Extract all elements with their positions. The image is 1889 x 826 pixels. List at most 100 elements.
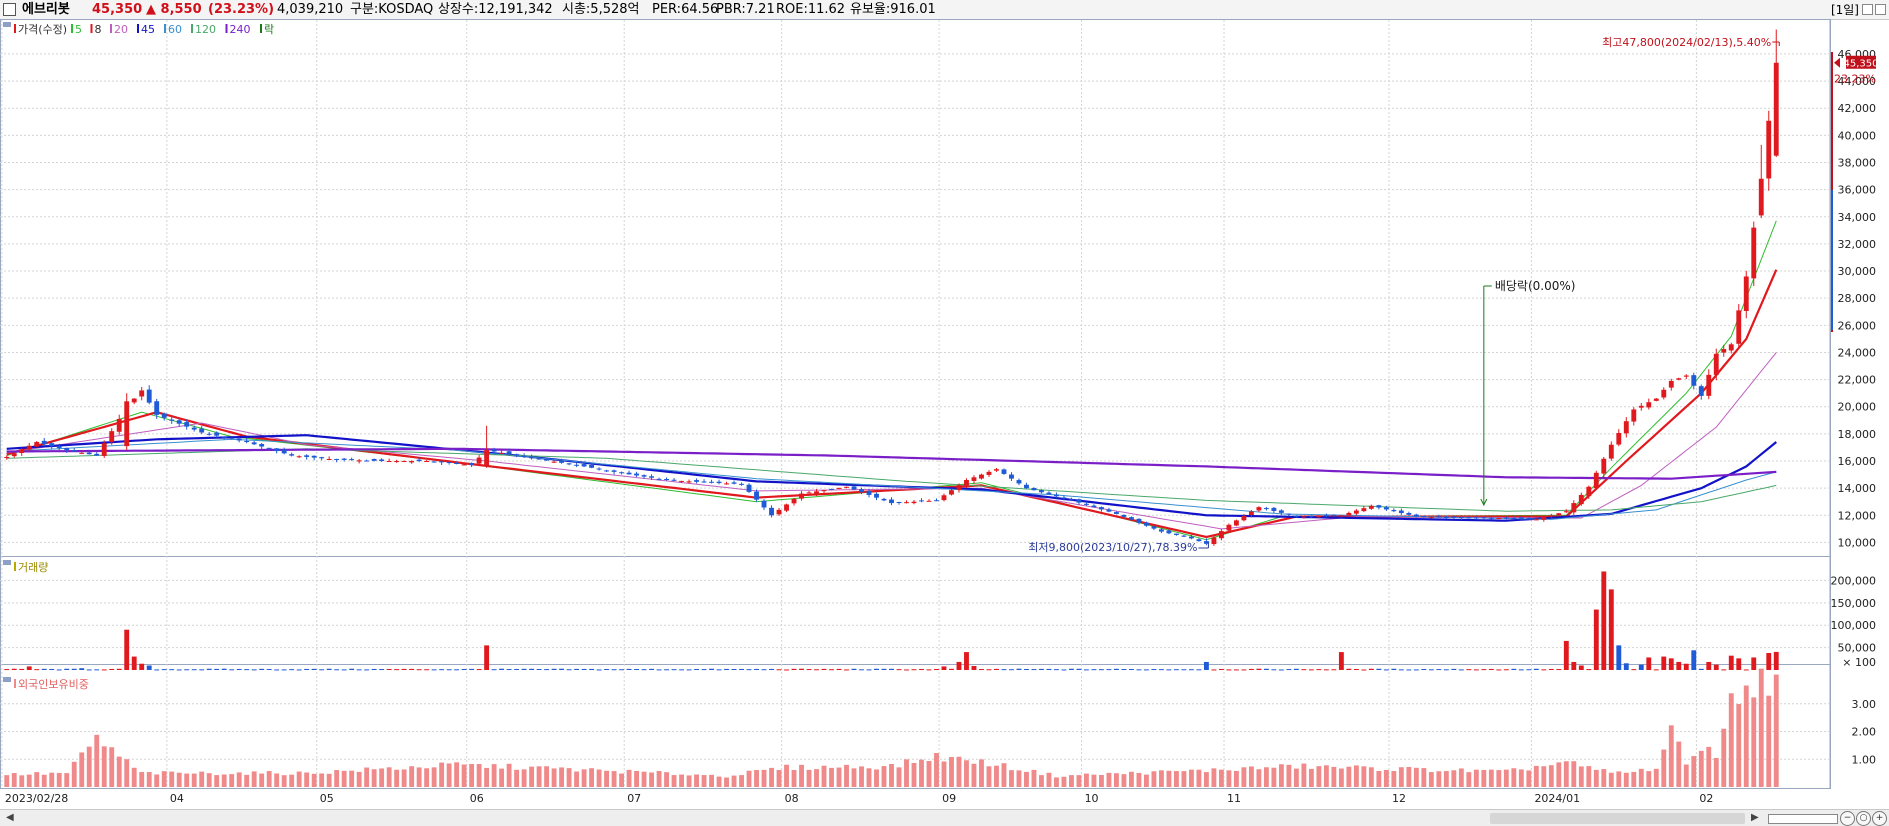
volume-bar xyxy=(1181,669,1187,671)
foreign-ratio-bar xyxy=(469,763,475,787)
candle-body xyxy=(866,490,872,495)
volume-bar xyxy=(1046,668,1052,670)
foreign-ratio-bar xyxy=(4,775,10,787)
foreign-ratio-bar xyxy=(574,771,580,787)
volume-bar xyxy=(529,668,535,670)
y-tick-label: 150,000 xyxy=(1831,597,1877,610)
horizontal-scrollbar[interactable]: ◀ ▶ − ○ + xyxy=(0,809,1889,826)
volume-bar xyxy=(1248,668,1254,670)
volume-bar xyxy=(1773,651,1779,670)
candle-body xyxy=(499,452,505,454)
x-tick-label: 09 xyxy=(942,792,956,805)
volume-bar xyxy=(1241,669,1247,671)
volume-bar xyxy=(1548,668,1554,670)
foreign-ratio-bar xyxy=(289,774,295,787)
volume-bar xyxy=(934,668,939,670)
stock-chart[interactable]: 2023/02/28 04 05 06 07 08 09 10 11 12 2024/01 02 10,… xyxy=(0,0,1889,809)
volume-bar xyxy=(101,669,107,671)
volume-bar xyxy=(1668,658,1674,670)
select-checkbox[interactable] xyxy=(3,3,16,16)
foreign-ratio-bar xyxy=(1541,766,1547,787)
candle-body xyxy=(221,436,227,438)
foreign-ratio-bar xyxy=(1181,771,1187,787)
volume-bar xyxy=(1556,669,1562,671)
y-tick-label: 200,000 xyxy=(1831,574,1877,587)
candle-body xyxy=(521,455,527,457)
foreign-ratio-bar xyxy=(1016,770,1022,787)
y-tick-label: 1.00 xyxy=(1852,753,1877,766)
candle-body xyxy=(1376,505,1382,508)
scroll-right-icon[interactable]: ▶ xyxy=(1751,812,1759,823)
candle-body xyxy=(371,458,377,461)
volume-bar xyxy=(1563,640,1569,670)
candle-body xyxy=(1211,537,1217,545)
volume-bar xyxy=(499,668,505,670)
volume-bar xyxy=(64,668,70,670)
foreign-ratio-bar xyxy=(1368,767,1374,787)
y-tick-label: 44,000 xyxy=(1838,75,1877,88)
price-tag-pointer xyxy=(1834,57,1840,68)
foreign-ratio-bar xyxy=(86,746,92,787)
candle-body xyxy=(1631,409,1637,422)
foreign-ratio-bar xyxy=(656,770,662,787)
candle-body xyxy=(934,500,939,502)
foreign-ratio-bar xyxy=(889,764,894,787)
foreign-ratio-bar xyxy=(1406,766,1412,787)
candle-body xyxy=(1046,492,1052,495)
candle-body xyxy=(1158,529,1164,532)
volume-bar xyxy=(1691,650,1697,670)
foreign-ratio-bar xyxy=(536,766,542,787)
volume-bar xyxy=(424,669,430,671)
zoom-in-icon[interactable]: + xyxy=(1872,811,1887,826)
volume-bar xyxy=(634,668,640,670)
candle-body xyxy=(1556,513,1562,515)
foreign-ratio-bar xyxy=(1421,768,1427,787)
volume-bar xyxy=(1158,669,1164,671)
foreign-ratio-bar xyxy=(1488,769,1494,787)
volume-bar xyxy=(304,668,310,670)
foreign-ratio-bar xyxy=(11,773,17,787)
candle-body xyxy=(1661,389,1667,398)
zoom-reset-icon[interactable]: ○ xyxy=(1856,811,1871,826)
zoom-out-icon[interactable]: − xyxy=(1840,811,1855,826)
close-icon[interactable] xyxy=(1875,4,1886,15)
x-tick-label: 08 xyxy=(785,792,799,805)
volume-bar xyxy=(371,668,377,670)
volume-bar xyxy=(956,661,962,670)
candle-body xyxy=(154,401,160,415)
scroll-left-icon[interactable]: ◀ xyxy=(6,812,14,823)
candle-body xyxy=(416,459,422,462)
restore-icon[interactable] xyxy=(1862,4,1873,15)
volume-bar xyxy=(146,665,152,670)
foreign-ratio-bar xyxy=(874,769,879,787)
zoom-slider[interactable] xyxy=(1768,814,1838,824)
ma-line-20 xyxy=(6,352,1777,530)
candle-body xyxy=(1106,509,1112,512)
volume-bar xyxy=(716,669,722,671)
candle-body xyxy=(1608,444,1614,459)
volume-bar xyxy=(851,668,857,670)
volume-bar xyxy=(401,668,407,670)
legend-label: 락 xyxy=(264,23,274,36)
volume-bar xyxy=(266,669,272,671)
foreign-ratio-bar xyxy=(1413,767,1419,787)
candle-body xyxy=(319,457,325,459)
candle-body xyxy=(1683,375,1689,377)
legend-label: 5 xyxy=(75,23,82,36)
foreign-ratio-bar xyxy=(1173,771,1179,787)
candle-body xyxy=(199,428,205,433)
foreign-ratio-bar xyxy=(1676,741,1682,787)
volume-bar xyxy=(1721,669,1727,671)
foreign-ratio-bar xyxy=(746,770,752,787)
volume-bar xyxy=(559,668,565,670)
foreign-ratio-bar xyxy=(1593,769,1599,787)
candle-body xyxy=(566,463,572,465)
volume-bar xyxy=(709,668,714,670)
foreign-ratio-bar xyxy=(79,752,85,787)
scroll-thumb[interactable] xyxy=(1490,813,1745,824)
volume-bar xyxy=(484,645,490,670)
x-tick-label: 2023/02/28 xyxy=(5,792,68,805)
foreign-ratio-bar xyxy=(866,768,872,787)
candle-body xyxy=(1766,120,1772,179)
period-selector[interactable]: [1일] xyxy=(1830,3,1859,17)
